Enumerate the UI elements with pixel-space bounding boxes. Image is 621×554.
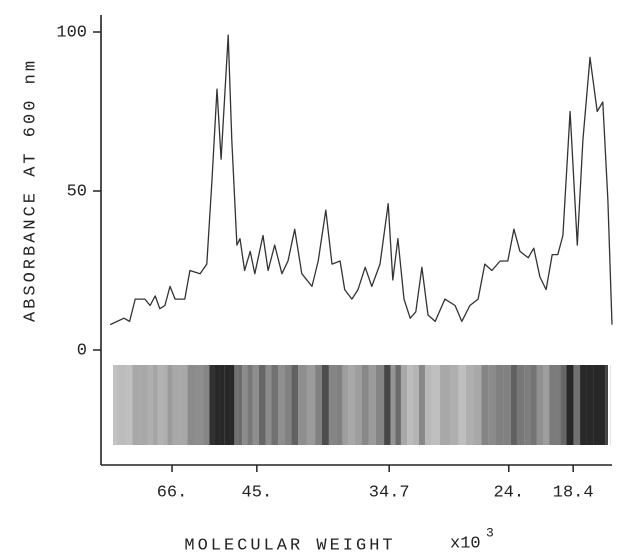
gel-band bbox=[147, 365, 153, 445]
gel-band bbox=[230, 365, 235, 445]
gel-band bbox=[400, 365, 408, 445]
gel-band bbox=[536, 365, 544, 445]
gel-band bbox=[258, 365, 266, 445]
gel-band bbox=[179, 365, 188, 445]
gel-band bbox=[157, 365, 163, 445]
gel-band bbox=[354, 365, 362, 445]
gel-band bbox=[187, 365, 196, 445]
gel-band bbox=[152, 365, 158, 445]
gel-band bbox=[395, 365, 401, 445]
gel-band bbox=[265, 365, 272, 445]
gel-band bbox=[238, 365, 243, 445]
y-tick-label: 0 bbox=[77, 341, 87, 360]
y-tick-label: 50 bbox=[67, 182, 87, 201]
gel-band bbox=[214, 365, 220, 445]
gel-band bbox=[278, 365, 285, 445]
gel-band bbox=[132, 365, 141, 445]
gel-band bbox=[450, 365, 459, 445]
gel-band bbox=[306, 365, 316, 445]
gel-band bbox=[172, 365, 180, 445]
gel-band bbox=[440, 365, 451, 445]
x-tick-label: 34.7 bbox=[369, 483, 410, 502]
gel-band bbox=[328, 365, 337, 445]
gel-band bbox=[224, 365, 231, 445]
gel-band bbox=[407, 365, 413, 445]
gel-band bbox=[488, 365, 497, 445]
gel-band bbox=[126, 365, 133, 445]
gel-band bbox=[322, 365, 329, 445]
gel-band bbox=[496, 365, 504, 445]
gel-band bbox=[162, 365, 168, 445]
gel-band bbox=[336, 365, 343, 445]
gel-band bbox=[284, 365, 292, 445]
x-axis-label: MOLECULAR WEIGHT bbox=[184, 536, 395, 554]
gel-band bbox=[524, 365, 532, 445]
gel-band bbox=[516, 365, 525, 445]
gel-band bbox=[140, 365, 148, 445]
gel-band bbox=[361, 365, 369, 445]
gel-band bbox=[368, 365, 376, 445]
gel-band bbox=[605, 365, 608, 445]
gel-band bbox=[315, 365, 323, 445]
gel-band bbox=[298, 365, 307, 445]
x-tick-label: 66. bbox=[157, 483, 188, 502]
gel-band bbox=[195, 365, 204, 445]
x-tick-label: 18.4 bbox=[553, 483, 594, 502]
gel-band bbox=[390, 365, 396, 445]
gel-band bbox=[412, 365, 419, 445]
gel-band bbox=[203, 365, 210, 445]
absorbance-line bbox=[109, 34, 613, 326]
x-unit-exponent: 3 bbox=[486, 525, 494, 540]
gel-band bbox=[481, 365, 489, 445]
gel-band bbox=[573, 365, 581, 445]
gel-band bbox=[242, 365, 248, 445]
gel-band bbox=[375, 365, 385, 445]
gel-band bbox=[566, 365, 574, 445]
gel-band bbox=[609, 365, 611, 445]
gel-band bbox=[543, 365, 550, 445]
gel-band bbox=[593, 365, 600, 445]
x-tick-label: 45. bbox=[242, 483, 273, 502]
gel-band bbox=[113, 365, 118, 445]
gel-band bbox=[560, 365, 567, 445]
gel-band bbox=[247, 365, 253, 445]
gel-band bbox=[342, 365, 349, 445]
gel-band bbox=[503, 365, 511, 445]
gel-band bbox=[555, 365, 561, 445]
gel-band bbox=[424, 365, 432, 445]
y-tick-label: 100 bbox=[56, 23, 87, 42]
gel-band bbox=[167, 365, 173, 445]
gel-band bbox=[531, 365, 537, 445]
gel-band bbox=[549, 365, 556, 445]
gel-band bbox=[117, 365, 127, 445]
gel-band bbox=[474, 365, 482, 445]
gel-band bbox=[271, 365, 279, 445]
gel-band bbox=[599, 365, 606, 445]
gel-band bbox=[252, 365, 259, 445]
gel-band bbox=[384, 365, 391, 445]
gel-band bbox=[458, 365, 466, 445]
x-tick-label: 24. bbox=[493, 483, 524, 502]
gel-band bbox=[431, 365, 441, 445]
gel-band bbox=[291, 365, 299, 445]
x-unit: x10 bbox=[450, 534, 481, 553]
gel-band bbox=[209, 365, 215, 445]
gel-band bbox=[510, 365, 517, 445]
y-axis-label: ABSORBANCE AT 600 nm bbox=[21, 58, 40, 322]
gel-band bbox=[465, 365, 475, 445]
gel-band bbox=[348, 365, 355, 445]
gel-band bbox=[234, 365, 239, 445]
gel-band bbox=[219, 365, 225, 445]
gel-band bbox=[580, 365, 587, 445]
gel-band bbox=[418, 365, 425, 445]
gel-band bbox=[586, 365, 594, 445]
